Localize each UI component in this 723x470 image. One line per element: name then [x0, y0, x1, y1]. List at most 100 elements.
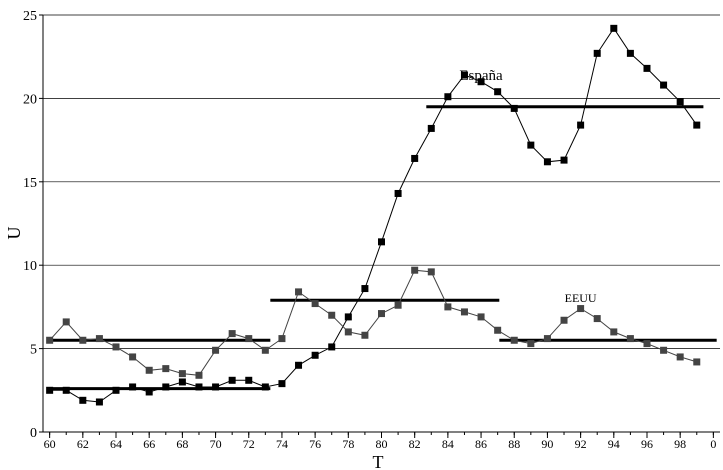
point-eeuu-70 — [212, 346, 220, 354]
point-eeuu-91 — [560, 316, 568, 324]
series-line-eeuu — [49, 269, 697, 376]
point-espana-88 — [510, 104, 518, 112]
point-eeuu-71 — [228, 330, 236, 338]
ytick-label-25: 25 — [23, 9, 37, 24]
mean-lines — [49, 105, 717, 391]
xtick-label-92: 92 — [575, 437, 587, 451]
point-eeuu-67 — [162, 365, 170, 373]
point-eeuu-66 — [145, 366, 153, 374]
point-eeuu-78 — [344, 328, 352, 336]
xtick-label-96: 96 — [641, 437, 653, 451]
point-espana-78 — [344, 313, 352, 321]
ytick-label-20: 20 — [23, 92, 37, 107]
point-eeuu-64 — [112, 343, 120, 351]
point-espana-62 — [79, 396, 87, 404]
point-espana-64 — [112, 386, 120, 394]
point-espana-77 — [328, 343, 336, 351]
point-eeuu-94 — [610, 328, 618, 336]
xtick-label-70: 70 — [210, 437, 222, 451]
point-eeuu-97 — [660, 346, 668, 354]
point-eeuu-95 — [626, 335, 634, 343]
point-eeuu-81 — [394, 301, 402, 309]
point-espana-65 — [129, 383, 137, 391]
point-eeuu-73 — [261, 346, 269, 354]
xtick-label-94: 94 — [608, 437, 620, 451]
axes: 0 5 10 15 20 25 60 62 64 66 68 70 72 74 76 78 80 82 84 86 88… — [23, 9, 720, 451]
xtick-label-98: 98 — [674, 437, 686, 451]
point-espana-71 — [228, 376, 236, 384]
point-eeuu-72 — [245, 335, 253, 343]
point-espana-69 — [195, 383, 203, 391]
point-eeuu-68 — [178, 370, 186, 378]
point-eeuu-86 — [477, 313, 485, 321]
point-eeuu-83 — [427, 268, 435, 276]
xtick-label-0: 0 — [710, 437, 716, 451]
series-line-espana — [49, 27, 698, 403]
point-eeuu-84 — [444, 303, 452, 311]
point-espana-75 — [295, 361, 303, 369]
point-eeuu-74 — [278, 335, 286, 343]
point-espana-91 — [560, 156, 568, 164]
xtick-label-60: 60 — [44, 437, 56, 451]
xtick-label-80: 80 — [376, 437, 388, 451]
point-eeuu-82 — [411, 266, 419, 274]
point-espana-99 — [693, 121, 701, 129]
point-espana-94 — [610, 24, 618, 32]
grid-lines — [43, 14, 720, 349]
point-espana-73 — [261, 383, 269, 391]
xtick-label-76: 76 — [309, 437, 321, 451]
point-espana-82 — [411, 154, 419, 162]
xtick-label-82: 82 — [409, 437, 421, 451]
point-eeuu-63 — [95, 335, 103, 343]
point-eeuu-90 — [543, 335, 551, 343]
annotations: España EEUU — [459, 68, 597, 305]
point-eeuu-80 — [378, 310, 385, 318]
point-espana-92 — [577, 121, 585, 129]
point-espana-81 — [394, 189, 402, 197]
point-espana-74 — [278, 380, 286, 388]
point-espana-87 — [494, 88, 502, 96]
xtick-label-78: 78 — [342, 437, 354, 451]
ytick-label-15: 15 — [23, 176, 37, 191]
point-eeuu-98 — [676, 353, 684, 361]
point-eeuu-87 — [494, 326, 502, 334]
point-espana-61 — [62, 386, 70, 394]
ytick-label-0: 0 — [30, 426, 37, 441]
point-eeuu-75 — [295, 288, 303, 296]
series-layer — [46, 24, 701, 406]
xtick-label-86: 86 — [475, 437, 487, 451]
point-eeuu-96 — [643, 340, 651, 348]
point-espana-79 — [361, 285, 369, 293]
point-espana-70 — [212, 383, 220, 391]
ytick-label-5: 5 — [30, 343, 37, 358]
annotation-eeuu: EEUU — [565, 291, 597, 305]
point-espana-90 — [543, 158, 551, 166]
x-axis-title: T — [373, 452, 384, 470]
xtick-label-90: 90 — [541, 437, 553, 451]
point-espana-66 — [145, 388, 153, 396]
xtick-label-62: 62 — [77, 437, 89, 451]
point-espana-72 — [245, 376, 253, 384]
xtick-label-68: 68 — [176, 437, 188, 451]
y-axis-title: U — [4, 227, 24, 240]
point-eeuu-79 — [361, 331, 369, 339]
point-espana-85 — [460, 71, 468, 79]
point-eeuu-60 — [46, 336, 54, 344]
point-espana-67 — [162, 383, 170, 391]
point-espana-80 — [378, 238, 385, 246]
xtick-label-88: 88 — [508, 437, 520, 451]
point-espana-86 — [477, 78, 485, 86]
annotation-espana: España — [459, 68, 503, 84]
point-espana-89 — [527, 141, 535, 149]
point-eeuu-93 — [593, 315, 601, 323]
point-espana-63 — [95, 398, 103, 406]
point-espana-96 — [643, 64, 651, 72]
ytick-label-10: 10 — [23, 259, 37, 274]
point-eeuu-92 — [577, 305, 585, 313]
xtick-label-66: 66 — [143, 437, 155, 451]
point-eeuu-89 — [527, 340, 535, 348]
xtick-label-72: 72 — [243, 437, 255, 451]
point-eeuu-61 — [62, 318, 70, 326]
xtick-label-64: 64 — [110, 437, 122, 451]
